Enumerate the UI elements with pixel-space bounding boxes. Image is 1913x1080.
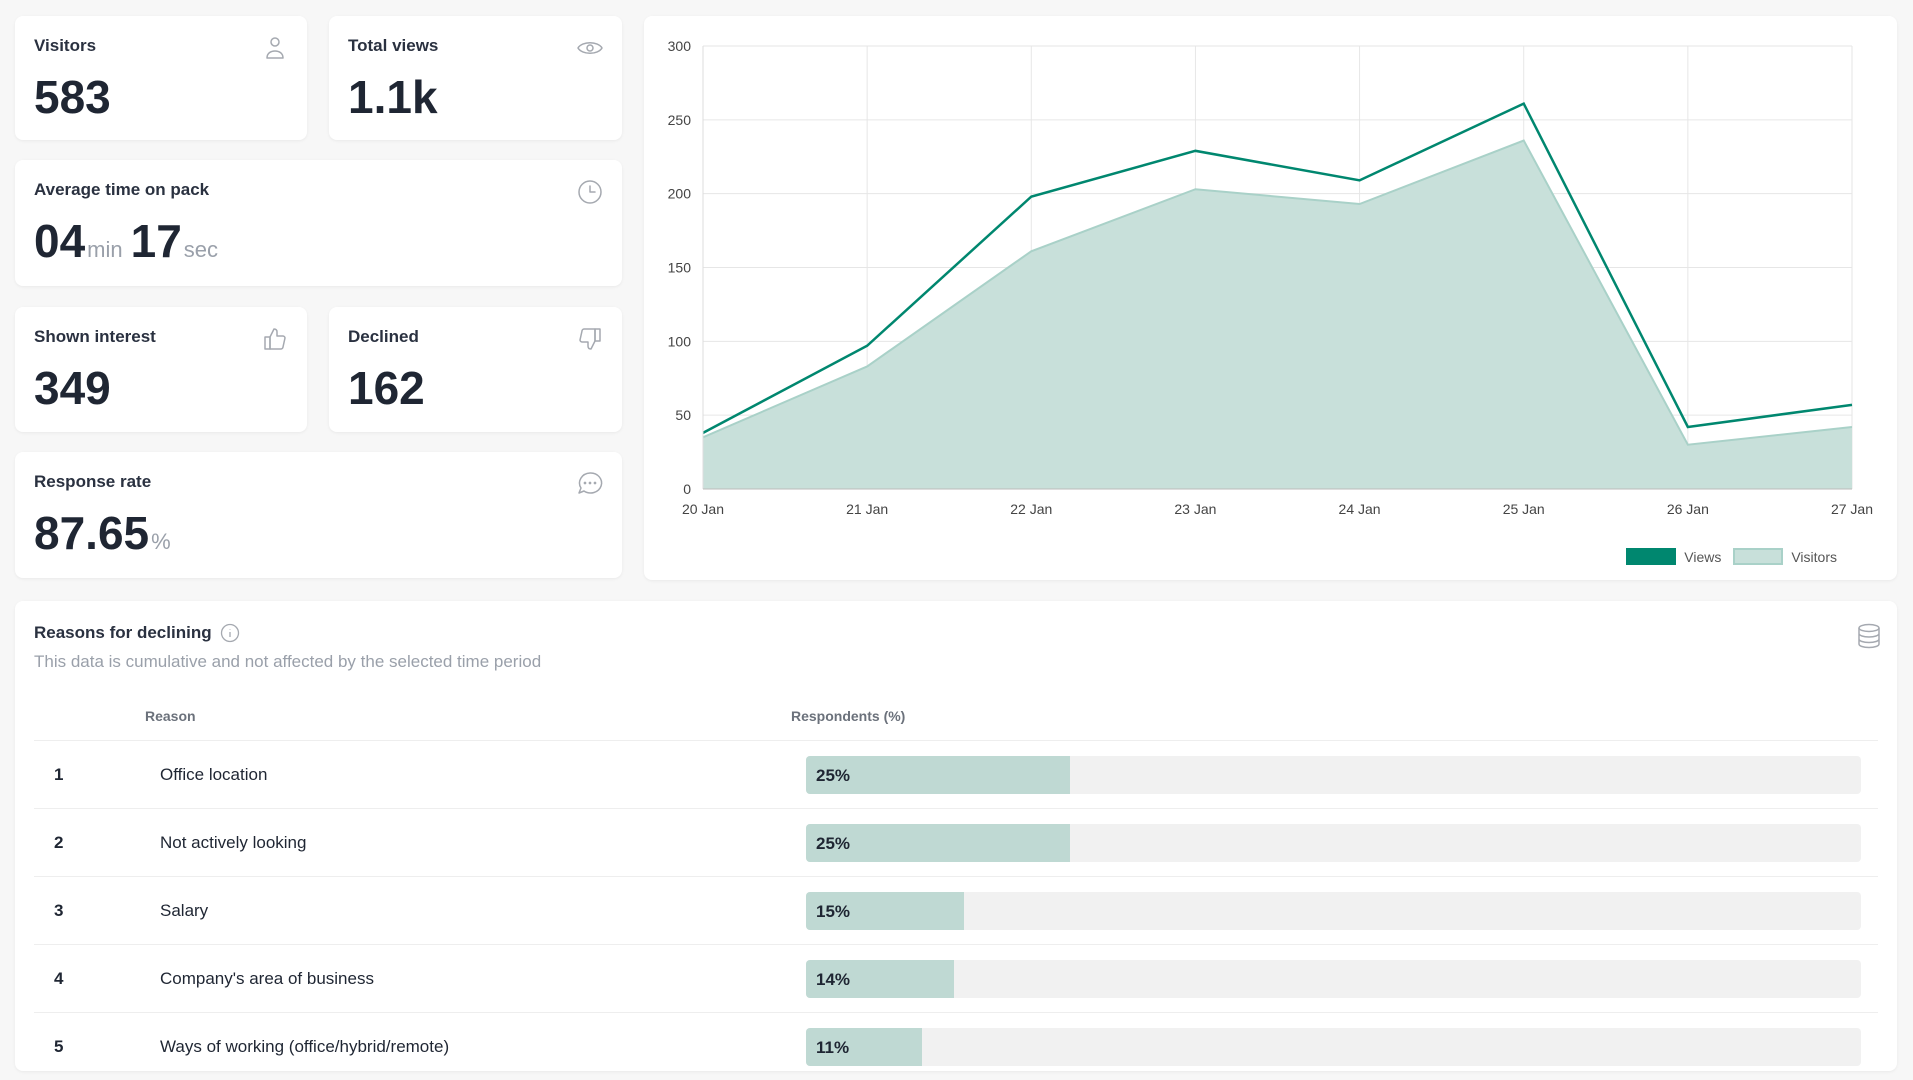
total-views-value: 1.1k [348,71,438,123]
reasons-subtitle: This data is cumulative and not affected… [34,652,542,671]
respondents-pct: 15% [816,902,851,921]
legend-swatch-visitors [1733,548,1784,565]
min-unit: min [87,237,123,262]
respondents-pct: 25% [816,834,851,853]
respondents-bar-fill [806,1028,923,1066]
y-tick-label: 50 [675,407,691,423]
eye-icon [576,34,604,62]
visitors-label: Visitors [34,36,97,55]
user-icon [261,34,289,62]
response-rate-card: Response rate 87.65% [15,452,622,578]
respondents-bar: 11% [806,1028,1861,1066]
x-tick-label: 21 Jan [846,501,888,517]
row-reason: Ways of working (office/hybrid/remote) [160,1037,450,1056]
table-row: 3 Salary 15% [34,876,1878,944]
y-tick-label: 300 [668,38,692,54]
legend-label-visitors: Visitors [1791,548,1837,565]
seconds: 17 [130,215,182,267]
respondents-bar: 25% [806,824,1861,862]
respondents-bar: 25% [806,756,1861,794]
row-number: 5 [54,1037,64,1056]
declined-card: Declined 162 [329,307,622,432]
row-reason: Company's area of business [160,969,374,988]
respondents-pct: 14% [816,970,851,989]
row-reason: Office location [160,765,268,784]
respondents-bar-fill [806,824,1070,862]
visitors-area [703,140,1852,490]
respondents-pct: 25% [816,766,851,785]
row-reason: Not actively looking [160,833,307,852]
visitors-card: Visitors 583 [15,16,307,140]
shown-interest-card: Shown interest 349 [15,307,307,432]
legend-swatch-views [1626,548,1677,565]
x-tick-label: 23 Jan [1174,501,1216,517]
rate: 87.65 [34,507,150,559]
visitors-line [702,139,1853,446]
x-tick-label: 22 Jan [1010,501,1052,517]
y-tick-label: 0 [683,481,691,497]
thumbs-up-icon [261,325,289,353]
views-line [702,101,1853,434]
table-row: 5 Ways of working (office/hybrid/remote)… [34,1012,1878,1080]
info-icon[interactable] [220,623,240,643]
respondents-bar-fill [806,892,965,930]
database-icon[interactable] [1856,623,1882,649]
table-row: 1 Office location 25% [34,740,1878,808]
row-number: 1 [54,765,64,784]
reasons-title-text: Reasons for declining [34,623,212,642]
chat-icon [576,470,604,498]
y-tick-label: 100 [668,333,692,349]
avg-time-label: Average time on pack [34,180,210,199]
row-number: 4 [54,969,64,988]
reasons-card: Reasons for declining This data is cumul… [15,601,1897,1071]
row-number: 2 [54,833,64,852]
respondents-bar: 15% [806,892,1861,930]
table-row: 2 Not actively looking 25% [34,808,1878,876]
avg-time-card: Average time on pack 04min 17sec [15,160,622,286]
respondents-bar: 14% [806,960,1861,998]
shown-interest-label: Shown interest [34,327,156,346]
y-tick-label: 200 [668,186,692,202]
sec-unit: sec [183,237,219,262]
column-header-respondents: Respondents (%) [791,708,906,724]
response-rate-label: Response rate [34,472,152,491]
respondents-pct: 11% [816,1038,850,1057]
legend-label-views: Views [1684,548,1722,565]
declined-label: Declined [348,327,419,346]
avg-time-value: 04min 17sec [34,214,226,268]
visitors-value: 583 [34,71,111,123]
shown-interest-value: 349 [34,362,111,414]
respondents-bar-fill [806,960,954,998]
x-tick-label: 26 Jan [1667,501,1709,517]
chart-legend: Views Visitors [1626,548,1837,565]
reasons-title: Reasons for declining [34,623,240,643]
percent-unit: % [151,529,171,554]
response-rate-value: 87.65% [34,506,179,560]
x-tick-label: 20 Jan [682,501,724,517]
views-visitors-chart: 0 50 100 150 200 250 300 20 Jan 21 Jan 22 Jan 23 J… [668,38,1873,517]
total-views-label: Total views [348,36,439,55]
clock-icon [576,178,604,206]
y-tick-label: 250 [668,112,692,128]
declined-value: 162 [348,362,425,414]
table-row: 4 Company's area of business 14% [34,944,1878,1012]
chart-card: 0 50 100 150 200 250 300 20 Jan 21 Jan 22 Jan 23 J… [644,16,1897,580]
row-number: 3 [54,901,64,920]
x-tick-label: 27 Jan [1831,501,1873,517]
x-tick-label: 24 Jan [1339,501,1381,517]
total-views-card: Total views 1.1k [329,16,622,140]
x-tick-label: 25 Jan [1503,501,1545,517]
respondents-bar-fill [806,756,1070,794]
thumbs-down-icon [576,325,604,353]
column-header-reason: Reason [145,708,196,724]
minutes: 04 [34,215,86,267]
row-reason: Salary [160,901,209,920]
y-tick-label: 150 [668,260,692,276]
